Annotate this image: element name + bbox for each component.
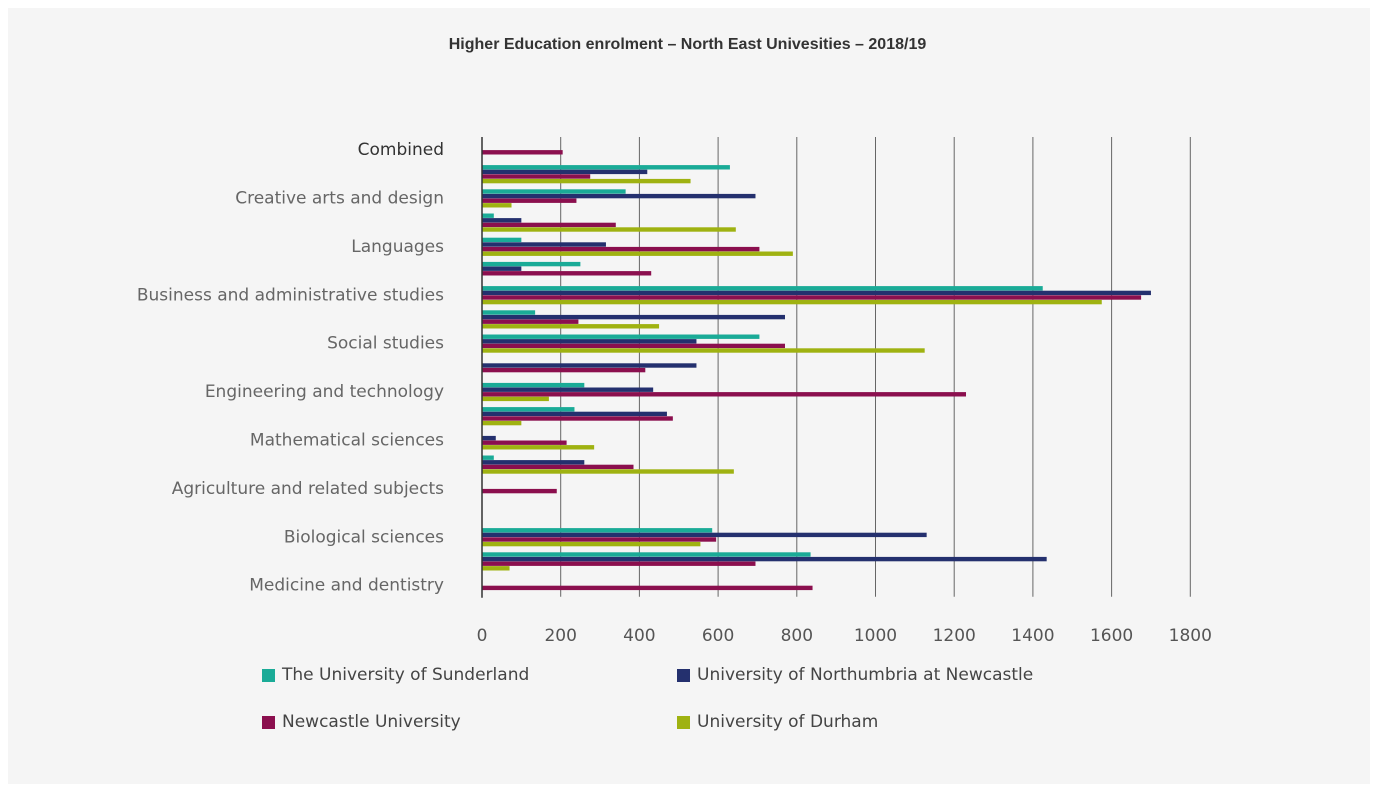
category-label-5: Languages (351, 237, 444, 257)
bar-1-18 (482, 552, 811, 557)
x-tick-label-800: 800 (781, 626, 813, 646)
bar-4-12 (482, 420, 522, 426)
bar-2-13 (482, 435, 496, 441)
legend-label-northumbria: University of Northumbria at Newcastle (697, 665, 1034, 685)
bar-4-8 (482, 324, 660, 329)
bar-4-11 (482, 396, 549, 402)
bar-1-2 (482, 165, 730, 170)
bar-1-8 (482, 310, 536, 315)
bar-2-4 (482, 218, 522, 223)
legend-label-newcastle: Newcastle University (282, 712, 461, 732)
bar-3-12 (482, 416, 673, 421)
bar-2-7 (482, 290, 1151, 296)
category-label-3: Creative arts and design (235, 189, 444, 209)
x-tick-label-1600: 1600 (1090, 626, 1133, 646)
bar-4-7 (482, 299, 1102, 305)
x-tick-label-1200: 1200 (933, 626, 976, 646)
x-tick-label-400: 400 (623, 626, 655, 646)
bar-3-10 (482, 367, 646, 373)
bar-1-17 (482, 528, 713, 533)
bar-2-9 (482, 339, 697, 344)
category-label-19: Medicine and dentistry (249, 576, 444, 596)
bar-2-18 (482, 556, 1047, 562)
bar-3-11 (482, 392, 967, 397)
category-label-1: Combined (358, 140, 444, 160)
legend-label-durham: University of Durham (697, 712, 879, 732)
bar-2-14 (482, 460, 585, 465)
bar-3-4 (482, 222, 616, 228)
bar-1-4 (482, 213, 494, 218)
bar-1-9 (482, 334, 760, 339)
x-tick-label-0: 0 (477, 626, 488, 646)
bar-2-5 (482, 242, 606, 247)
bar-4-18 (482, 566, 510, 571)
bar-3-7 (482, 295, 1142, 300)
bar-1-6 (482, 261, 581, 267)
bar-3-14 (482, 464, 634, 470)
bar-3-13 (482, 440, 567, 445)
bar-4-13 (482, 445, 595, 450)
bar-4-9 (482, 348, 925, 353)
bar-3-15 (482, 488, 557, 494)
category-label-11: Engineering and technology (205, 382, 444, 402)
x-tick-label-1000: 1000 (854, 626, 897, 646)
category-label-15: Agriculture and related subjects (172, 479, 444, 499)
legend-label-sunderland: The University of Sunderland (282, 665, 530, 685)
bar-2-10 (482, 363, 697, 368)
bar-4-4 (482, 227, 736, 232)
bar-1-11 (482, 382, 585, 388)
x-tick-label-200: 200 (544, 626, 576, 646)
legend-swatch-newcastle (262, 715, 275, 729)
category-label-7: Business and administrative studies (137, 285, 444, 305)
bar-3-8 (482, 319, 579, 324)
bar-1-7 (482, 286, 1043, 291)
chart-title: Higher Education enrolment – North East … (448, 36, 927, 53)
bar-1-5 (482, 237, 522, 243)
legend-item-durham: University of Durham (677, 712, 878, 732)
legend-swatch-northumbria (677, 668, 690, 682)
bar-2-17 (482, 532, 927, 538)
bar-2-11 (482, 387, 654, 392)
bar-4-5 (482, 251, 793, 256)
x-tick-label-1800: 1800 (1169, 626, 1212, 646)
bar-2-8 (482, 314, 785, 320)
x-tick-label-600: 600 (702, 626, 734, 646)
bar-3-9 (482, 343, 785, 349)
bar-3-17 (482, 537, 717, 542)
bar-2-12 (482, 411, 667, 417)
bar-3-3 (482, 198, 577, 203)
x-tick-label-1400: 1400 (1011, 626, 1054, 646)
bar-3-6 (482, 271, 652, 276)
bar-3-5 (482, 246, 760, 252)
bar-3-2 (482, 174, 591, 179)
legend-item-northumbria: University of Northumbria at Newcastle (677, 665, 1033, 685)
legend-swatch-durham (677, 715, 690, 729)
bar-4-3 (482, 203, 512, 208)
bar-3-1 (482, 150, 563, 155)
bar-2-6 (482, 266, 522, 271)
legend-swatch-sunderland (262, 668, 275, 682)
bar-1-3 (482, 189, 626, 194)
bar-3-18 (482, 561, 756, 566)
bar-1-14 (482, 455, 494, 460)
bar-4-17 (482, 541, 701, 547)
legend-item-newcastle: Newcastle University (262, 712, 461, 732)
bar-2-3 (482, 193, 756, 199)
legend-item-sunderland: The University of Sunderland (262, 665, 529, 685)
category-label-9: Social studies (327, 334, 444, 354)
bar-3-19 (482, 585, 813, 591)
category-label-17: Biological sciences (284, 527, 444, 547)
bar-1-12 (482, 407, 575, 412)
category-label-13: Mathematical sciences (250, 431, 444, 451)
bar-2-2 (482, 169, 648, 175)
bar-4-2 (482, 178, 691, 184)
bar-4-14 (482, 469, 734, 474)
